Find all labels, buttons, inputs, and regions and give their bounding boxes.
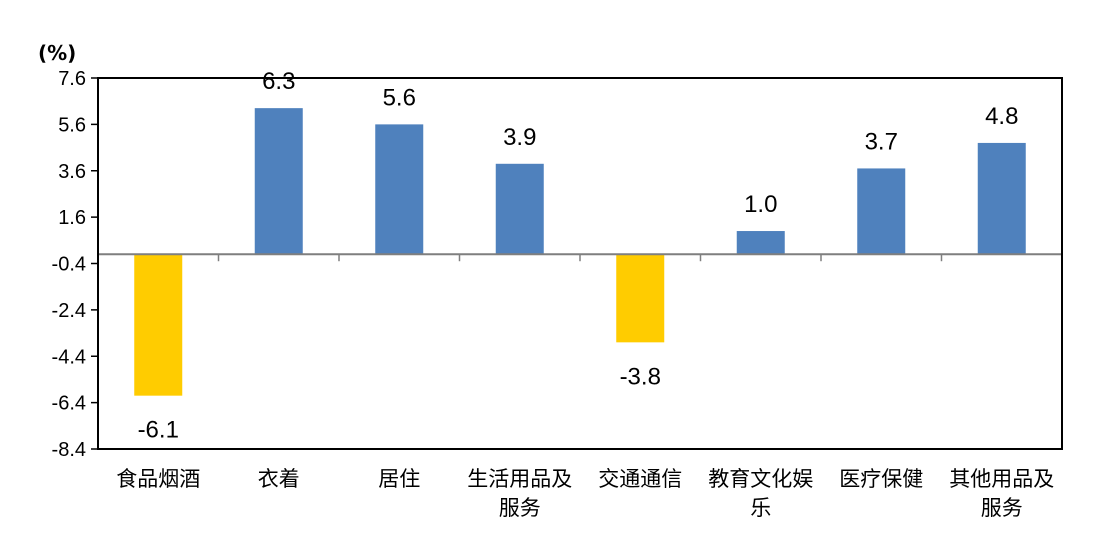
x-category-label: 衣着 <box>258 467 300 491</box>
bar <box>254 108 303 255</box>
x-category-label: 服务 <box>981 496 1023 520</box>
y-tick-label: 7.6 <box>58 68 86 90</box>
y-tick-label: 3.6 <box>58 161 86 183</box>
data-label: -3.8 <box>620 363 661 390</box>
x-category-label: 教育文化娱 <box>708 467 813 491</box>
data-label: -6.1 <box>138 417 179 444</box>
data-label: 5.6 <box>383 84 416 111</box>
data-label: 3.7 <box>865 128 898 155</box>
x-category-label: 服务 <box>499 496 541 520</box>
y-tick-label: 1.6 <box>58 207 86 229</box>
bar <box>857 168 906 255</box>
data-label: 3.9 <box>503 124 536 151</box>
x-category-label: 其他用品及 <box>949 467 1054 491</box>
x-category-label: 乐 <box>750 496 771 520</box>
y-tick-label: -2.4 <box>52 300 86 322</box>
y-tick-label: 5.6 <box>58 114 86 136</box>
y-tick-label: -8.4 <box>52 439 86 461</box>
bar <box>495 163 544 255</box>
bar <box>616 254 665 343</box>
bar <box>134 254 183 396</box>
bar <box>736 231 785 255</box>
bars <box>134 108 1026 396</box>
x-category-label: 医疗保健 <box>839 467 923 491</box>
y-unit-label: (%) <box>38 41 76 65</box>
data-label: 4.8 <box>985 103 1018 130</box>
data-labels: -6.1 6.3 5.6 3.9 -3.8 1.0 3.7 4.8 <box>138 68 1019 444</box>
y-tick-label: -4.4 <box>52 346 86 368</box>
bar <box>375 124 424 255</box>
x-category-label: 交通通信 <box>598 467 682 491</box>
y-tick-label: -0.4 <box>52 254 86 276</box>
x-category-label: 食品烟酒 <box>116 467 200 491</box>
data-label: 6.3 <box>262 68 295 95</box>
x-category-label: 生活用品及 <box>467 467 572 491</box>
y-tick-label: -6.4 <box>52 393 86 415</box>
x-category-label: 居住 <box>378 467 420 491</box>
data-label: 1.0 <box>744 191 777 218</box>
bar <box>977 142 1026 255</box>
y-axis: 7.6 5.6 3.6 1.6 -0.4 -2.4 -4.4 -6.4 -8.4 <box>52 68 98 461</box>
plot-frame <box>97 77 1063 450</box>
